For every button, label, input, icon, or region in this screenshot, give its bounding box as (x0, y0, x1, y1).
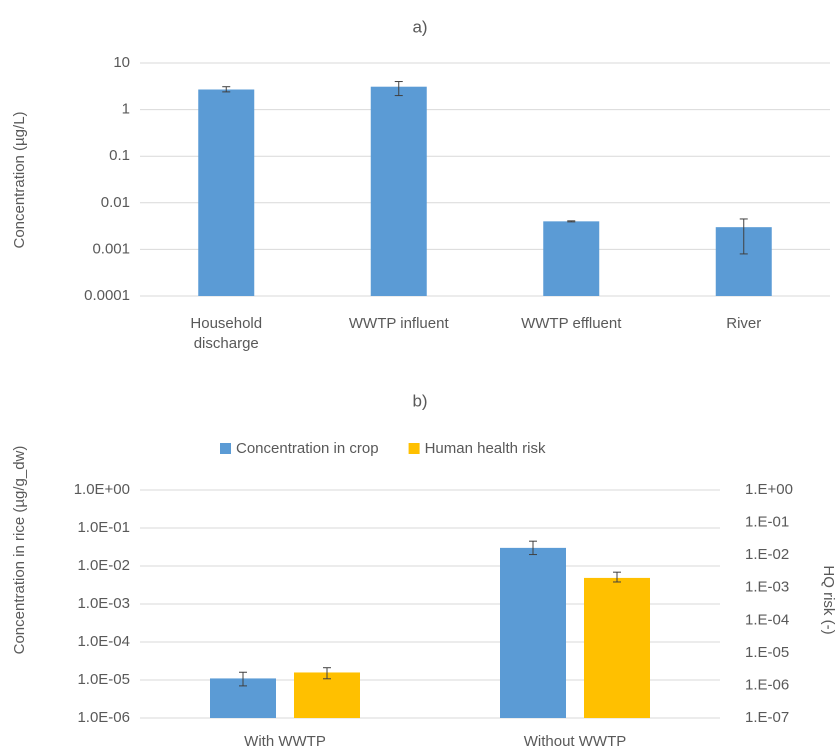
y-tick-label: 1.0E-05 (77, 671, 130, 688)
y2-tick-label: 1.E-03 (745, 579, 789, 596)
y-tick-label: 1.0E-03 (77, 595, 130, 612)
y-axis-label: Concentration in rice (µg/g_dw) (11, 446, 28, 655)
y2-tick-label: 1.E-06 (745, 676, 789, 693)
y-tick-label: 0.01 (101, 194, 130, 211)
chart-title: a) (412, 17, 427, 36)
y-tick-label: 1.0E-02 (77, 557, 130, 574)
bar (584, 577, 650, 718)
legend-swatch (220, 443, 231, 454)
x-tick-label: WWTP influent (348, 315, 449, 332)
legend-label: Concentration in crop (236, 440, 379, 457)
bar (198, 89, 255, 297)
x-tick-label: Without WWTP (523, 733, 627, 750)
y2-axis-label: HQ risk (-) (820, 565, 837, 634)
x-tick-label: WWTP effluent (521, 315, 622, 332)
y2-tick-label: 1.E+00 (745, 481, 793, 498)
y2-tick-label: 1.E-05 (745, 644, 789, 661)
y2-tick-label: 1.E-02 (745, 546, 789, 563)
bar (294, 672, 360, 718)
y2-tick-label: 1.E-04 (745, 611, 789, 628)
legend-label: Human health risk (425, 440, 546, 457)
y-axis-label: Concentration (µg/L) (11, 111, 28, 248)
y-tick-label: 0.1 (109, 147, 130, 164)
y-tick-label: 0.001 (92, 240, 130, 257)
x-tick-label: Household discharge (190, 315, 263, 352)
x-tick-label: With WWTP (244, 733, 326, 750)
bar (370, 86, 427, 296)
y-tick-label: 1.0E-01 (77, 519, 130, 536)
x-tick-label: River (726, 315, 762, 332)
chart-title: b) (412, 391, 427, 410)
y2-tick-label: 1.E-01 (745, 514, 789, 531)
bar (500, 547, 566, 718)
y-tick-label: 1.0E+00 (74, 481, 130, 498)
y-tick-label: 1.0E-04 (77, 633, 130, 650)
legend-swatch (408, 443, 420, 454)
y-tick-label: 1 (122, 101, 130, 118)
y-tick-label: 0.0001 (84, 287, 130, 304)
bar (543, 221, 600, 296)
y-tick-label: 1.0E-06 (77, 709, 130, 726)
y-tick-label: 10 (113, 54, 130, 71)
y2-tick-label: 1.E-07 (745, 709, 789, 726)
